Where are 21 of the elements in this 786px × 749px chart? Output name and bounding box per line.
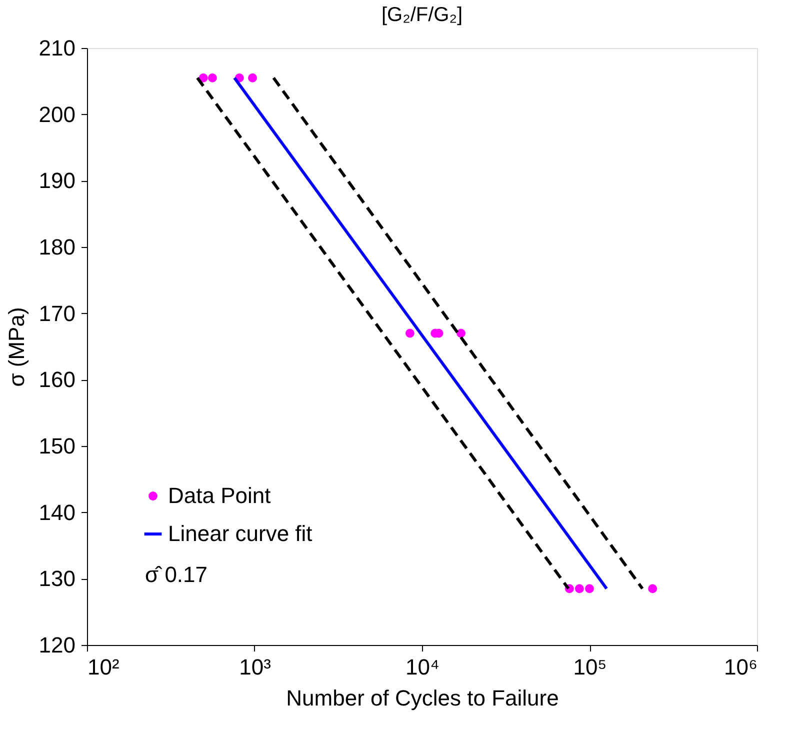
y-tick-label: 190	[38, 168, 76, 194]
chart-title: [G₂/F/G₂]	[381, 4, 463, 26]
y-tick-label: 120	[38, 632, 76, 658]
x-tick-label: 10⁶	[724, 654, 758, 680]
x-tick-label: 10²	[88, 654, 120, 680]
y-tick-label: 150	[38, 434, 76, 458]
y-tick-label: 210	[38, 36, 76, 60]
x-tick-label: 10⁴	[406, 654, 440, 680]
y-tick-label: 140	[38, 500, 76, 525]
y-tick-label: 200	[38, 102, 76, 127]
y-tick-label: 160	[38, 367, 76, 392]
annotation: σ̂ 0.17	[145, 562, 208, 587]
x-tick-label: 10⁵	[573, 654, 607, 680]
x-tick-label: 10³	[239, 654, 271, 680]
x-axis-title: Number of Cycles to Failure	[286, 686, 559, 710]
legend-label: Data Point	[168, 483, 271, 508]
y-axis-title: σ (MPa)	[4, 307, 29, 387]
y-tick-label: 180	[38, 234, 76, 260]
y-tick-label: 130	[38, 566, 76, 592]
y-tick-label: 170	[38, 300, 76, 326]
legend-label: Linear curve fit	[168, 521, 312, 546]
